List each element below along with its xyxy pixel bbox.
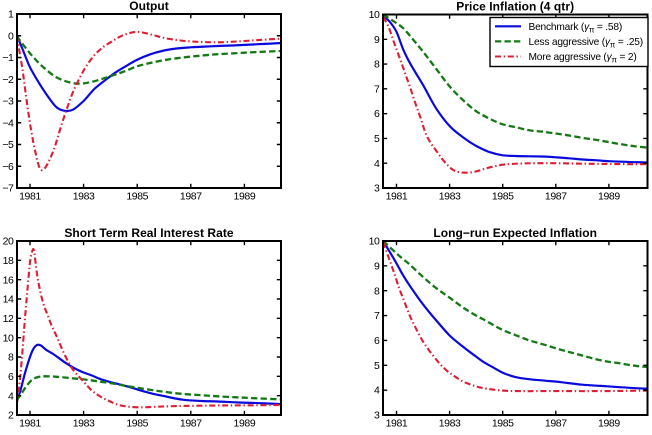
- svg-text:10: 10: [369, 236, 380, 248]
- svg-text:−4: −4: [2, 117, 14, 129]
- svg-text:8: 8: [8, 352, 14, 364]
- svg-text:1985: 1985: [492, 191, 514, 203]
- svg-text:1989: 1989: [234, 191, 256, 203]
- svg-text:1981: 1981: [386, 418, 408, 430]
- svg-text:1: 1: [8, 9, 14, 21]
- svg-text:7: 7: [374, 84, 380, 96]
- svg-text:10: 10: [3, 332, 14, 344]
- svg-text:−7: −7: [2, 183, 14, 195]
- svg-text:1981: 1981: [19, 191, 41, 203]
- svg-text:−6: −6: [2, 161, 14, 173]
- svg-text:2: 2: [8, 410, 14, 422]
- svg-text:9: 9: [374, 261, 380, 273]
- svg-text:14: 14: [3, 294, 14, 306]
- svg-text:9: 9: [374, 34, 380, 46]
- svg-text:More aggressive (γπ = 2): More aggressive (γπ = 2): [529, 52, 637, 65]
- svg-text:Less aggressive (γπ = .25): Less aggressive (γπ = .25): [529, 37, 643, 50]
- svg-text:1987: 1987: [180, 191, 202, 203]
- svg-text:6: 6: [8, 371, 14, 383]
- svg-text:1981: 1981: [19, 418, 41, 430]
- svg-text:6: 6: [374, 108, 380, 120]
- svg-text:Output: Output: [129, 0, 169, 13]
- svg-text:−1: −1: [2, 52, 14, 64]
- svg-text:8: 8: [374, 59, 380, 71]
- svg-text:−5: −5: [2, 139, 14, 151]
- svg-text:8: 8: [374, 285, 380, 297]
- svg-text:Price Inflation (4 qtr): Price Inflation (4 qtr): [456, 0, 574, 14]
- svg-text:1989: 1989: [598, 191, 620, 203]
- svg-text:5: 5: [374, 133, 380, 145]
- svg-text:1987: 1987: [545, 418, 567, 430]
- svg-text:4: 4: [374, 385, 380, 397]
- svg-text:12: 12: [3, 313, 14, 325]
- svg-text:1985: 1985: [126, 418, 148, 430]
- svg-text:3: 3: [374, 183, 380, 195]
- svg-text:16: 16: [3, 274, 14, 286]
- svg-text:6: 6: [374, 335, 380, 347]
- svg-text:4: 4: [374, 158, 380, 170]
- svg-text:10: 10: [369, 9, 380, 21]
- svg-text:Short Term Real Interest Rate: Short Term Real Interest Rate: [64, 226, 234, 240]
- svg-text:1983: 1983: [439, 191, 461, 203]
- svg-text:1989: 1989: [234, 418, 256, 430]
- svg-text:1985: 1985: [492, 418, 514, 430]
- svg-text:20: 20: [3, 236, 14, 248]
- svg-text:1989: 1989: [598, 418, 620, 430]
- svg-text:1985: 1985: [126, 191, 148, 203]
- svg-text:−2: −2: [2, 74, 14, 86]
- svg-text:5: 5: [374, 360, 380, 372]
- svg-text:1983: 1983: [73, 191, 95, 203]
- svg-text:7: 7: [374, 310, 380, 322]
- svg-text:−3: −3: [2, 96, 14, 108]
- svg-text:0: 0: [8, 30, 14, 42]
- svg-text:1981: 1981: [386, 191, 408, 203]
- svg-text:1983: 1983: [73, 418, 95, 430]
- svg-text:4: 4: [8, 390, 14, 402]
- svg-text:1987: 1987: [180, 418, 202, 430]
- svg-text:Long−run Expected Inflation: Long−run Expected Inflation: [433, 226, 597, 240]
- svg-text:18: 18: [3, 255, 14, 267]
- svg-text:3: 3: [374, 410, 380, 422]
- svg-text:Benchmark (γπ = .58): Benchmark (γπ = .58): [529, 22, 623, 35]
- svg-text:1987: 1987: [545, 191, 567, 203]
- svg-text:1983: 1983: [439, 418, 461, 430]
